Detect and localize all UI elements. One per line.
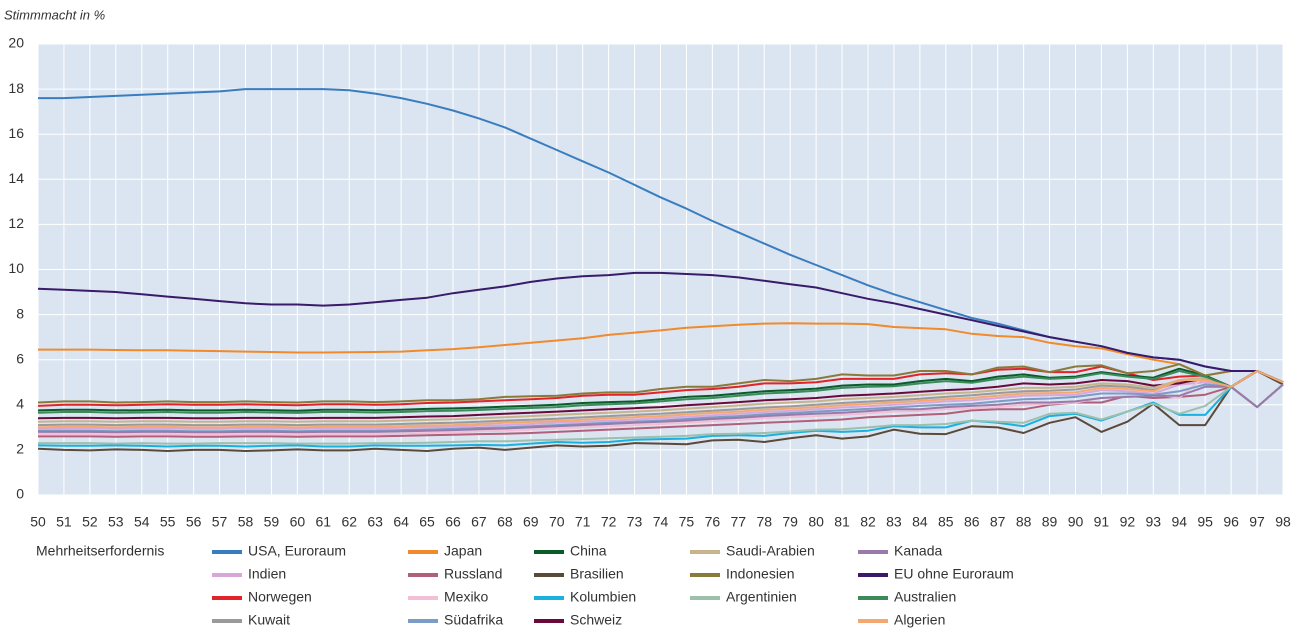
legend-label: Russland: [444, 566, 502, 582]
x-tick-label: 56: [186, 514, 202, 530]
series-line: [38, 383, 1284, 445]
x-tick-label: 85: [938, 514, 954, 530]
x-tick-label: 77: [731, 514, 747, 530]
x-tick-label: 58: [238, 514, 254, 530]
x-tick-label: 81: [834, 514, 850, 530]
legend-label: Schweiz: [570, 612, 622, 628]
series-line: [37, 383, 1284, 448]
x-tick-label: 94: [1171, 514, 1187, 530]
legend-label: China: [570, 543, 607, 559]
legend-title: Mehrheitserfordernis: [36, 543, 164, 559]
x-tick-label: 52: [82, 514, 98, 530]
x-tick-label: 78: [756, 514, 772, 530]
x-tick-label: 89: [1042, 514, 1058, 530]
series-line: [37, 271, 1284, 384]
series-line: [37, 367, 1284, 412]
series-line: [37, 379, 1284, 427]
series-line: [38, 374, 1284, 436]
x-tick-label: 70: [549, 514, 565, 530]
legend-label: EU ohne Euroraum: [894, 566, 1014, 582]
series-line: [38, 383, 1284, 433]
x-tick-label: 84: [912, 514, 928, 530]
x-tick-label: 59: [264, 514, 280, 530]
x-tick-label: 97: [1249, 514, 1265, 530]
x-tick-label: 87: [990, 514, 1006, 530]
x-tick-label: 71: [575, 514, 591, 530]
x-tick-label: 62: [341, 514, 357, 530]
x-tick-label: 83: [886, 514, 902, 530]
x-tick-label: 95: [1197, 514, 1213, 530]
x-tick-label: 66: [445, 514, 461, 530]
x-tick-label: 79: [782, 514, 798, 530]
x-tick-label: 64: [393, 514, 409, 530]
series-line: [37, 376, 1284, 423]
y-tick-label: 20: [8, 35, 24, 51]
y-tick-label: 16: [8, 125, 24, 141]
y-tick-label: 2: [16, 441, 24, 457]
legend-label: Mexiko: [444, 589, 489, 605]
x-tick-label: 55: [160, 514, 176, 530]
legend-label: Kuwait: [248, 612, 290, 628]
y-tick-label: 6: [16, 350, 24, 366]
series-line: [37, 370, 1284, 429]
x-tick-label: 65: [419, 514, 435, 530]
legend-label: Algerien: [894, 612, 945, 628]
legend-label: Indien: [248, 566, 286, 582]
y-tick-label: 8: [16, 305, 24, 321]
x-tick-label: 50: [30, 514, 46, 530]
x-tick-label: 67: [471, 514, 487, 530]
legend-label: Argentinien: [726, 589, 797, 605]
x-tick-label: 80: [808, 514, 824, 530]
x-tick-label: 74: [653, 514, 669, 530]
x-tick-label: 60: [290, 514, 306, 530]
y-tick-label: 0: [16, 486, 24, 502]
x-tick-label: 98: [1275, 514, 1291, 530]
y-tick-label: 12: [8, 215, 24, 231]
legend-label: Südafrika: [444, 612, 503, 628]
x-tick-label: 86: [964, 514, 980, 530]
x-tick-label: 96: [1223, 514, 1239, 530]
legend-label: Kanada: [894, 543, 942, 559]
y-tick-label: 10: [8, 260, 24, 276]
y-tick-label: 4: [16, 396, 24, 412]
series-line: [37, 363, 1284, 404]
x-tick-label: 82: [860, 514, 876, 530]
y-tick-label: 14: [8, 170, 24, 186]
x-tick-label: 73: [627, 514, 643, 530]
legend-label: Saudi-Arabien: [726, 543, 815, 559]
x-tick-label: 68: [497, 514, 513, 530]
series-line: [38, 381, 1284, 430]
x-tick-label: 53: [108, 514, 124, 530]
x-tick-label: 69: [523, 514, 539, 530]
legend-label: Kolumbien: [570, 589, 636, 605]
x-tick-label: 54: [134, 514, 150, 530]
legend-label: Brasilien: [570, 566, 624, 582]
y-axis-label: Stimmmacht in %: [4, 7, 105, 22]
x-tick-label: 51: [56, 514, 72, 530]
legend-label: Japan: [444, 543, 482, 559]
x-tick-label: 57: [212, 514, 228, 530]
x-tick-label: 72: [601, 514, 617, 530]
legend-label: Norwegen: [248, 589, 312, 605]
x-tick-label: 88: [1016, 514, 1032, 530]
x-tick-label: 92: [1120, 514, 1136, 530]
y-tick-label: 18: [8, 80, 24, 96]
legend-label: USA, Euroraum: [248, 543, 346, 559]
legend-label: Indonesien: [726, 566, 795, 582]
series-line: [37, 365, 1284, 407]
series-line: [38, 322, 1284, 384]
series-line: [37, 370, 1284, 452]
x-tick-label: 76: [705, 514, 721, 530]
series-line: [38, 383, 1284, 434]
x-tick-label: 61: [316, 514, 332, 530]
series-line: [37, 370, 1284, 420]
x-tick-label: 90: [1068, 514, 1084, 530]
legend-label: Australien: [894, 589, 956, 605]
series-line: [37, 370, 1284, 414]
x-tick-label: 93: [1146, 514, 1162, 530]
x-tick-label: 63: [367, 514, 383, 530]
x-tick-label: 91: [1094, 514, 1110, 530]
x-tick-label: 75: [679, 514, 695, 530]
